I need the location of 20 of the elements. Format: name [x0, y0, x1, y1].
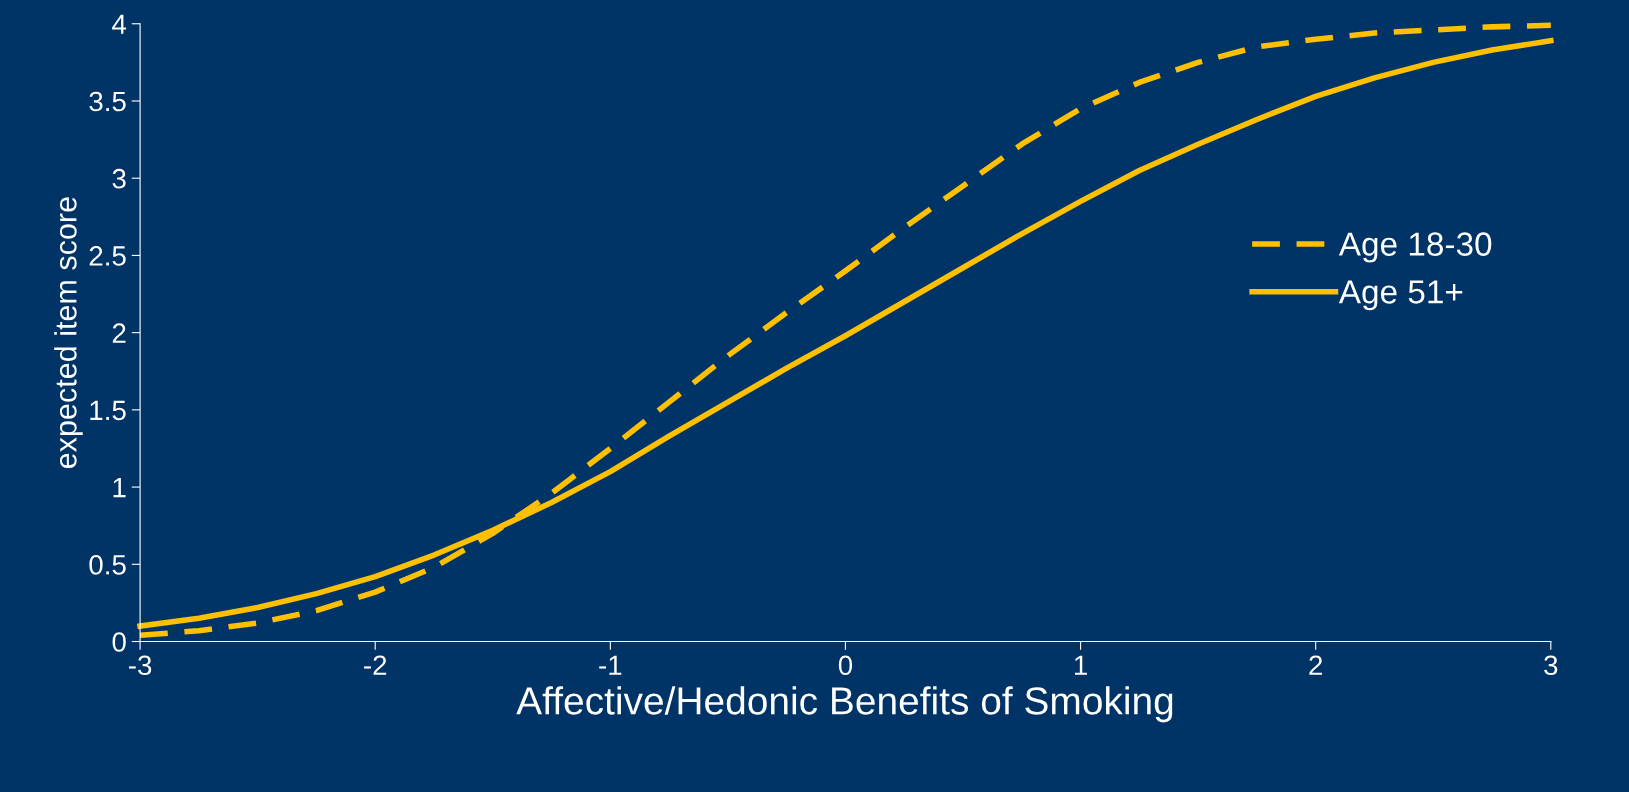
legend-label: Age 51+: [1338, 280, 1463, 311]
x-axis-title: Affective/Hedonic Benefits of Smoking: [516, 686, 1173, 723]
y-tick-label: 2: [112, 323, 126, 343]
y-tick-label: 2.5: [89, 246, 126, 266]
legend-label: Age 18-30: [1338, 232, 1492, 263]
x-tick-label: -2: [364, 655, 387, 675]
x-tick-label: 1: [1074, 655, 1087, 675]
y-tick-label: 0.5: [89, 554, 126, 575]
x-tick-label: -1: [599, 655, 622, 675]
y-tick-label: 1.5: [90, 400, 126, 421]
y-tick-label: 0: [112, 632, 126, 652]
y-tick-label: 4: [112, 14, 127, 34]
x-tick-label: 2: [1309, 655, 1323, 675]
x-tick-label: -3: [128, 655, 152, 676]
y-tick-label: 3: [112, 168, 126, 189]
x-tick-label: 0: [838, 655, 853, 676]
y-tick-label: 3.5: [89, 91, 126, 112]
x-tick-label: 3: [1544, 655, 1558, 676]
y-tick-label: 1: [113, 478, 126, 498]
y-axis-title: expected item score: [54, 197, 83, 469]
